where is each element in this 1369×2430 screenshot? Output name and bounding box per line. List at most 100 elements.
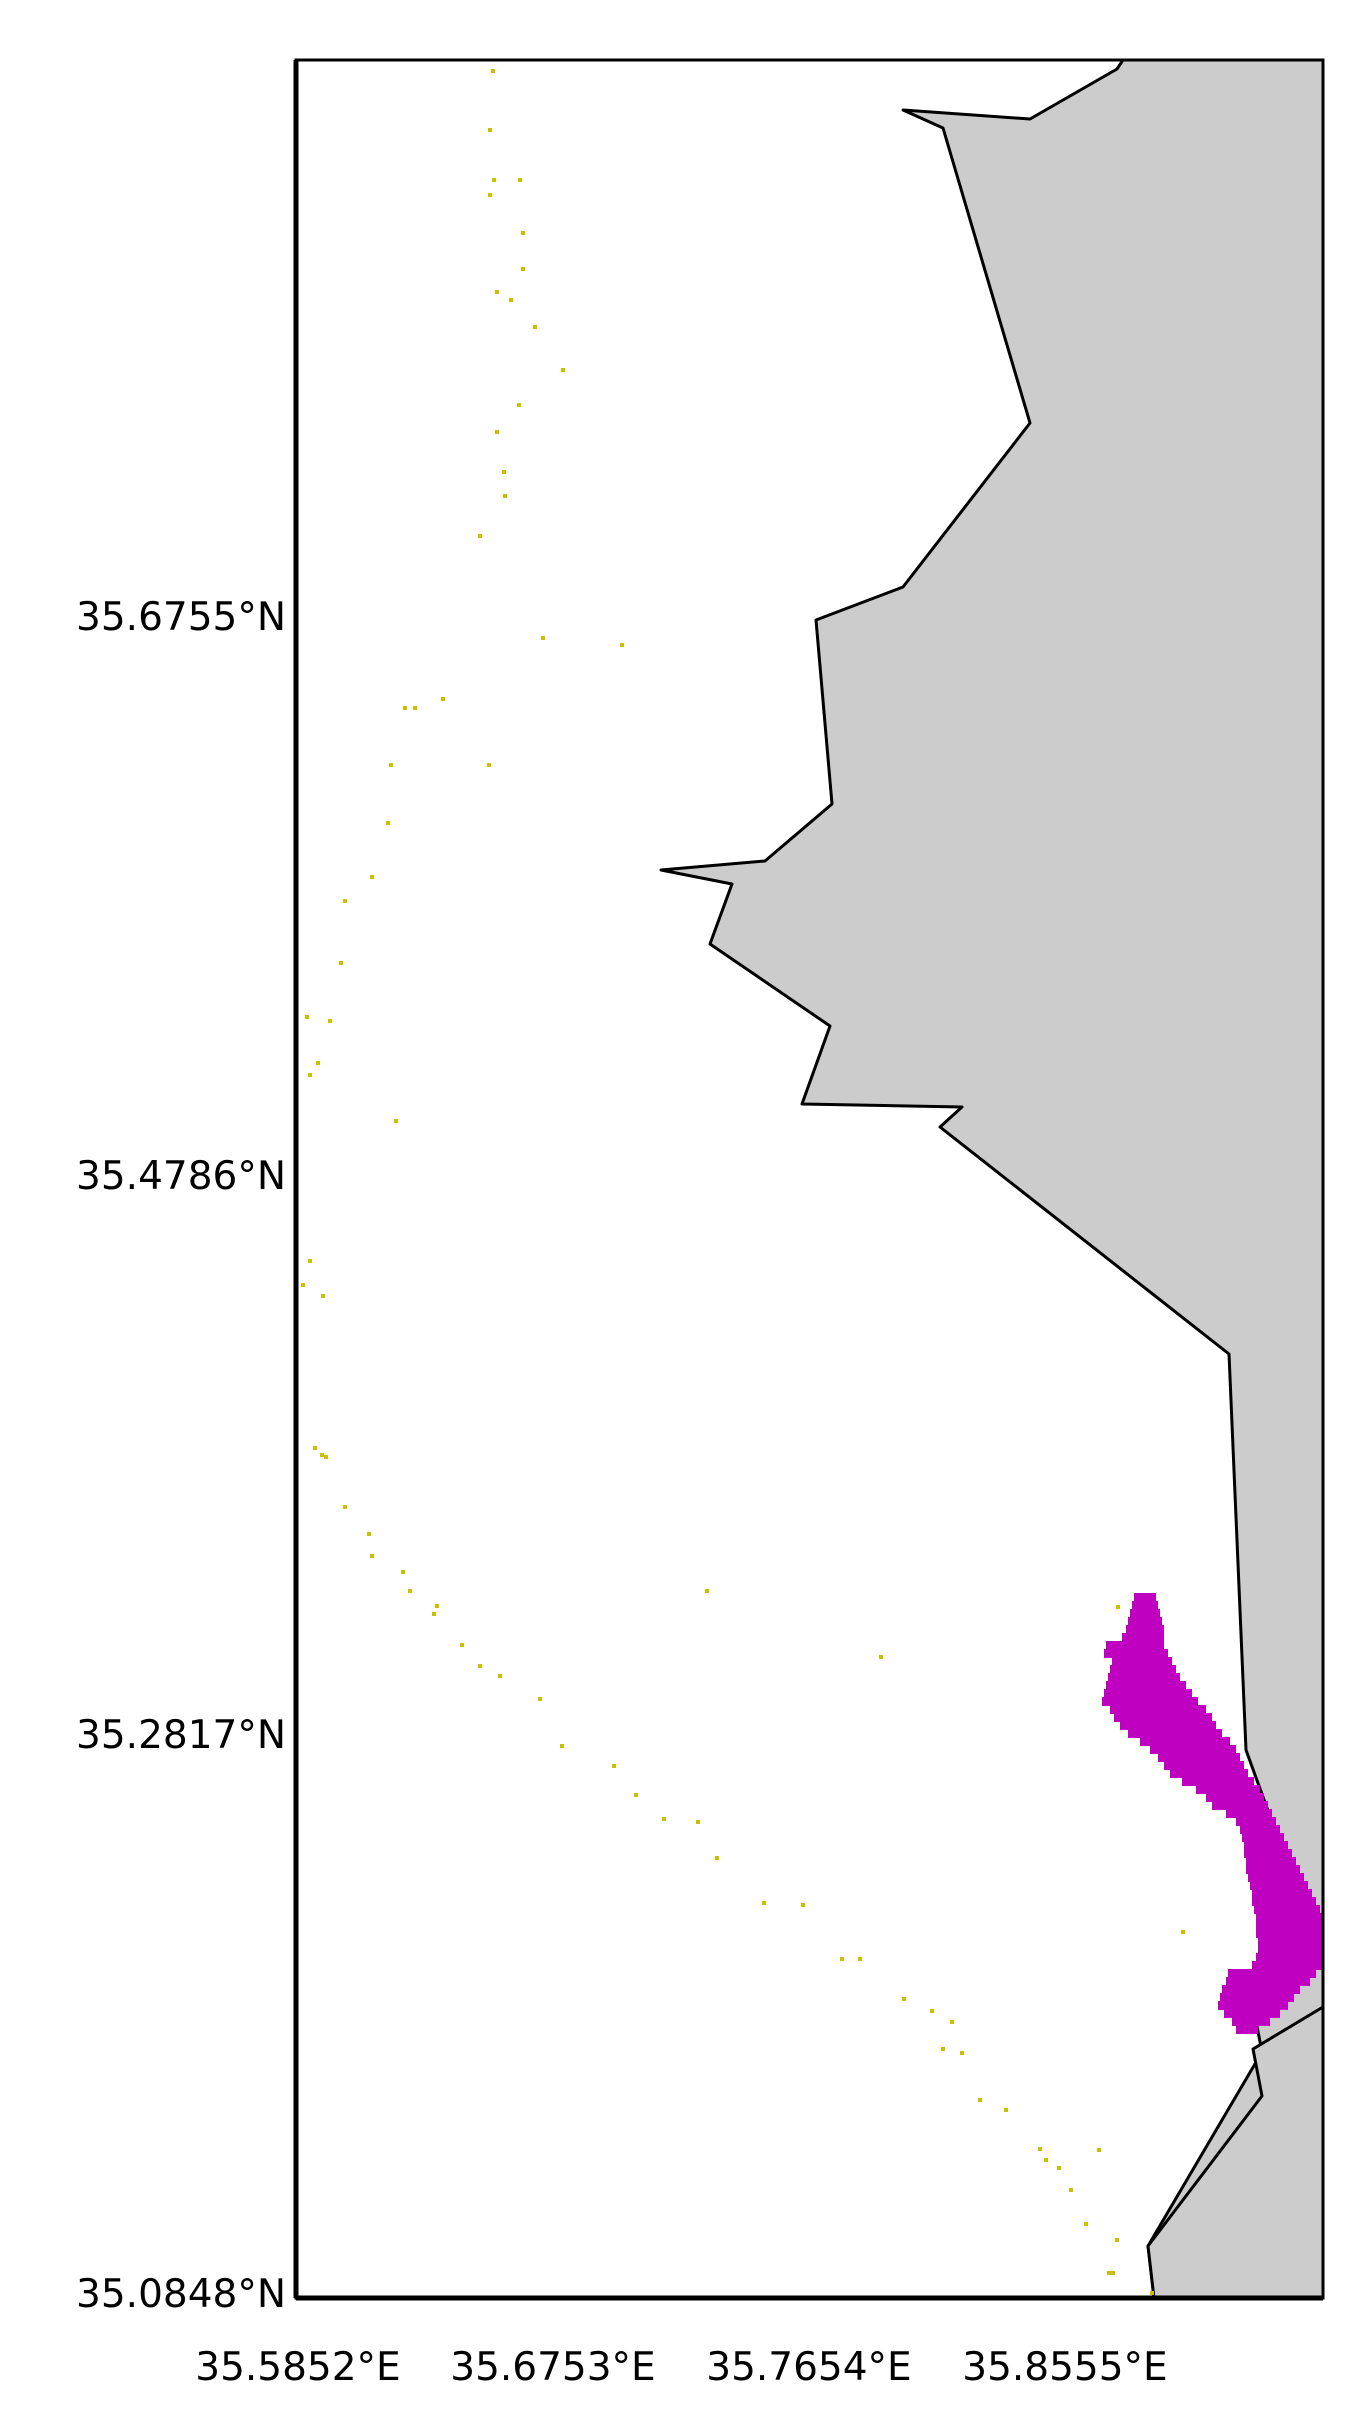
- cluster-cell-run-53: [1224, 2009, 1280, 2018]
- track-point-12: [517, 403, 521, 407]
- cluster-cell-run-20: [1150, 1745, 1236, 1754]
- cluster-cell-run-2: [1132, 1601, 1158, 1610]
- cluster-cell-run-52: [1218, 2001, 1288, 2010]
- track-point-46: [432, 1612, 436, 1616]
- cluster-cell-run-41: [1256, 1913, 1322, 1922]
- cluster-cell-run-5: [1126, 1625, 1164, 1634]
- cluster-cell-run-7: [1106, 1641, 1164, 1650]
- cluster-cell-run-1: [1134, 1593, 1156, 1602]
- track-point-37: [320, 1453, 324, 1457]
- cluster-cell-run-30: [1240, 1825, 1280, 1834]
- track-point-20: [413, 706, 417, 710]
- track-point-72: [1097, 2148, 1101, 2152]
- track-point-75: [1107, 2271, 1111, 2275]
- track-point-9: [509, 298, 513, 302]
- cluster-cell-run-8: [1104, 1649, 1168, 1658]
- track-point-25: [370, 875, 374, 879]
- track-point-52: [612, 1764, 616, 1768]
- track-point-62: [930, 2009, 934, 2013]
- cluster-cell-run-36: [1248, 1873, 1304, 1882]
- track-point-27: [339, 961, 343, 965]
- track-point-21: [441, 697, 445, 701]
- track-point-19: [403, 706, 407, 710]
- cluster-cell-run-26: [1206, 1793, 1264, 1802]
- track-point-44: [705, 1589, 709, 1593]
- cluster-cell-run-43: [1256, 1929, 1322, 1938]
- track-point-29: [328, 1019, 332, 1023]
- cluster-cell-run-13: [1104, 1689, 1192, 1698]
- track-point-47: [460, 1643, 464, 1647]
- track-point-26: [343, 899, 347, 903]
- track-point-67: [1004, 2108, 1008, 2112]
- track-point-17: [541, 636, 545, 640]
- x-tick-label-4: 35.8555°E: [962, 2345, 1167, 2390]
- track-point-59: [840, 1957, 844, 1961]
- track-point-23: [487, 763, 491, 767]
- cluster-cell-run-38: [1252, 1889, 1312, 1898]
- track-point-6: [521, 231, 525, 235]
- track-point-39: [343, 1505, 347, 1509]
- cluster-cell-run-32: [1244, 1841, 1288, 1850]
- track-point-76: [1111, 2271, 1115, 2275]
- cluster-cell-run-46: [1256, 1953, 1322, 1962]
- y-tick-label-2: 35.4786°N: [76, 1154, 286, 1199]
- cluster-cell-run-6: [1122, 1633, 1164, 1642]
- track-point-11: [561, 368, 565, 372]
- track-point-55: [696, 1820, 700, 1824]
- track-point-78: [1116, 1605, 1120, 1609]
- cluster-cell-run-48: [1228, 1969, 1316, 1978]
- track-point-36: [313, 1446, 317, 1450]
- cluster-cell-run-21: [1158, 1753, 1240, 1762]
- track-point-57: [762, 1901, 766, 1905]
- track-point-42: [401, 1570, 405, 1574]
- track-point-31: [308, 1073, 312, 1077]
- track-point-51: [560, 1744, 564, 1748]
- track-point-48: [478, 1664, 482, 1668]
- cluster-cell-run-54: [1232, 2017, 1270, 2026]
- track-point-40: [367, 1532, 371, 1536]
- cluster-cell-run-39: [1252, 1897, 1316, 1906]
- track-point-33: [308, 1259, 312, 1263]
- track-point-28: [305, 1015, 309, 1019]
- track-point-60: [858, 1957, 862, 1961]
- track-point-38: [324, 1455, 328, 1459]
- cluster-cell-run-23: [1170, 1769, 1248, 1778]
- cluster-cell-run-19: [1140, 1737, 1230, 1746]
- cluster-cell-run-17: [1120, 1721, 1216, 1730]
- cluster-cell-run-4: [1128, 1617, 1162, 1626]
- track-point-68: [1038, 2147, 1042, 2151]
- track-point-7: [521, 267, 525, 271]
- track-point-43: [408, 1589, 412, 1593]
- track-point-8: [495, 290, 499, 294]
- cluster-cell-run-50: [1222, 1985, 1300, 1994]
- cluster-cell-run-47: [1252, 1961, 1322, 1970]
- track-point-15: [503, 494, 507, 498]
- track-point-45: [435, 1604, 439, 1608]
- track-point-64: [941, 2047, 945, 2051]
- track-point-74: [1115, 2238, 1119, 2242]
- x-tick-label-3: 35.7654°E: [706, 2345, 911, 2390]
- cluster-cell-run-14: [1102, 1697, 1198, 1706]
- track-point-73: [1084, 2222, 1088, 2226]
- track-point-49: [498, 1674, 502, 1678]
- y-tick-label-4: 35.0848°N: [76, 2272, 286, 2317]
- track-point-61: [902, 1997, 906, 2001]
- cluster-cell-run-44: [1258, 1937, 1322, 1946]
- sparse-track-points: [301, 69, 1185, 2295]
- track-point-14: [502, 470, 506, 474]
- track-point-79: [1181, 1930, 1185, 1934]
- cluster-cell-run-49: [1226, 1977, 1310, 1986]
- track-point-70: [1057, 2166, 1061, 2170]
- x-tick-label-1: 35.5852°E: [195, 2345, 400, 2390]
- cluster-cell-run-33: [1244, 1849, 1292, 1858]
- cluster-cell-run-42: [1256, 1921, 1322, 1930]
- track-point-65: [960, 2051, 964, 2055]
- track-point-2: [488, 128, 492, 132]
- track-point-30: [316, 1061, 320, 1065]
- track-point-24: [386, 821, 390, 825]
- track-point-4: [488, 193, 492, 197]
- track-point-32: [394, 1119, 398, 1123]
- track-point-13: [495, 430, 499, 434]
- cluster-cell-run-27: [1212, 1801, 1268, 1810]
